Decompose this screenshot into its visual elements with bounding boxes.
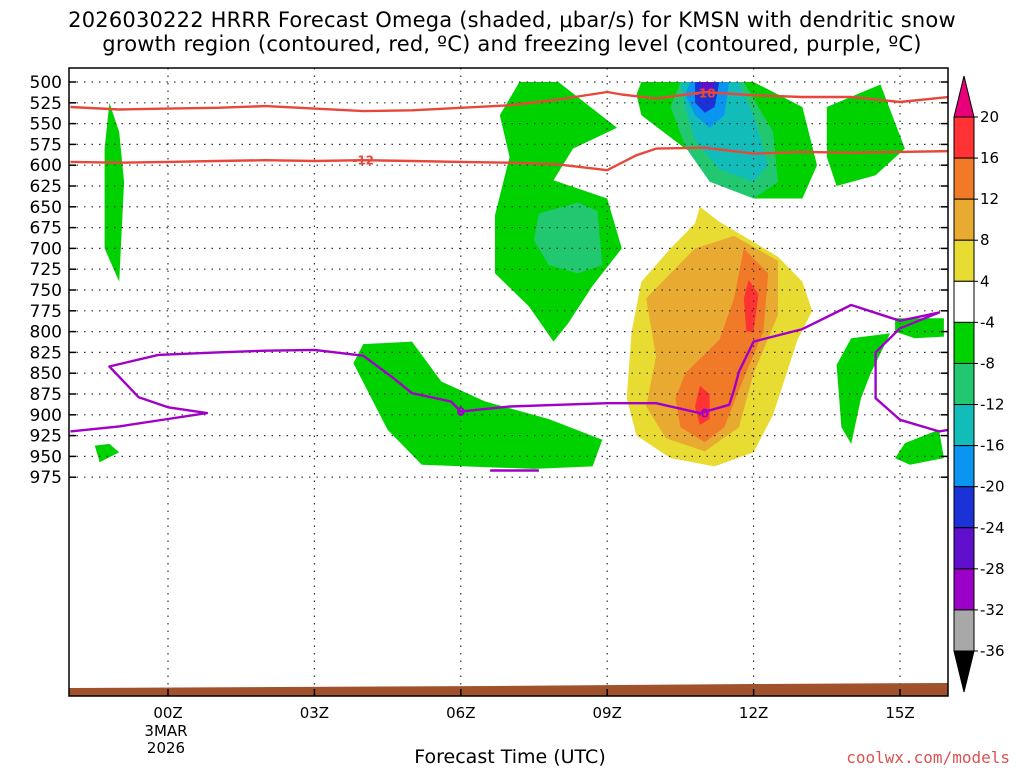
omega-green-6 xyxy=(826,84,905,186)
ytick-label-725: 725 xyxy=(30,260,62,280)
freezing-level-0-label-2: 0 xyxy=(701,407,709,421)
plot-frame xyxy=(68,67,949,697)
xtick-label-00Z: 00Z xyxy=(153,704,182,722)
xtick-sublabel-year: 2026 xyxy=(147,739,185,757)
omega-red-2 xyxy=(695,385,710,425)
colorbar-bin--36--32 xyxy=(953,609,975,652)
colorbar-bin--8--4 xyxy=(953,321,975,364)
colorbar: 20 16 12 8 4 -4 -8 -12 -16 -20 -24 -28 -32 -36 xyxy=(953,75,1005,693)
xtick-label-09Z: 09Z xyxy=(593,704,622,722)
colorbar-label--8: -8 xyxy=(980,354,995,372)
xtick-label-15Z: 15Z xyxy=(885,704,914,722)
freezing-level-0-label: 0 xyxy=(457,405,465,419)
plot-area: -12 -18 0 0 xyxy=(69,68,948,696)
colorbar-bin-12-16 xyxy=(953,157,975,200)
colorbar-bin-8-12 xyxy=(953,198,975,241)
colorbar-label--20: -20 xyxy=(980,478,1005,496)
omega-green-7 xyxy=(836,333,891,444)
omega-teal-1 xyxy=(534,202,603,274)
ytick-label-775: 775 xyxy=(30,302,62,322)
terrain-strip xyxy=(69,688,948,696)
ytick-label-625: 625 xyxy=(30,177,62,197)
ytick-label-800: 800 xyxy=(30,323,62,343)
ytick-label-550: 550 xyxy=(30,115,62,135)
colorbar-bin--20--16 xyxy=(953,445,975,488)
ytick-label-600: 600 xyxy=(30,156,62,176)
omega-red-1 xyxy=(743,280,759,332)
xtick-label-06Z: 06Z xyxy=(446,704,475,722)
colorbar-bin--12--8 xyxy=(953,362,975,406)
colorbar-label-12: 12 xyxy=(980,190,999,208)
ytick-label-875: 875 xyxy=(30,385,62,405)
ytick-label-525: 525 xyxy=(30,94,62,114)
colorbar-bin-4-8 xyxy=(953,239,975,282)
colorbar-label--4: -4 xyxy=(980,313,995,331)
dgz-minus-12-label: -12 xyxy=(352,154,374,168)
colorbar-label-16: 16 xyxy=(980,149,999,167)
xtick-sublabel-date: 3MAR xyxy=(144,722,187,740)
omega-green-2 xyxy=(94,443,120,463)
colorbar-label-8: 8 xyxy=(980,231,990,249)
colorbar-label--28: -28 xyxy=(980,560,1005,578)
credit-text: coolwx.com/models xyxy=(846,748,1010,767)
xtick-label-03Z: 03Z xyxy=(300,704,329,722)
omega-darkblue xyxy=(695,82,720,113)
x-axis-label: Forecast Time (UTC) xyxy=(414,746,606,768)
ytick-label-925: 925 xyxy=(30,427,62,447)
colorbar-label-4: 4 xyxy=(980,272,990,290)
ytick-label-650: 650 xyxy=(30,198,62,218)
dgz-minus-12-line xyxy=(70,146,948,172)
colorbar-label--32: -32 xyxy=(980,601,1005,619)
omega-green-8 xyxy=(895,318,944,339)
ytick-label-850: 850 xyxy=(30,364,62,384)
ytick-label-750: 750 xyxy=(30,281,62,301)
colorbar-bin--28--24 xyxy=(953,527,975,570)
omega-green-4 xyxy=(353,341,603,469)
colorbar-label--12: -12 xyxy=(980,396,1005,414)
colorbar-bottom-arrow xyxy=(953,650,975,693)
ytick-label-675: 675 xyxy=(30,219,62,239)
freezing-level-0-line xyxy=(70,303,948,433)
xtick-label-12Z: 12Z xyxy=(739,704,768,722)
ytick-label-975: 975 xyxy=(30,468,62,488)
colorbar-bin--16--12 xyxy=(953,404,975,447)
colorbar-bin-16-20 xyxy=(953,116,975,159)
ytick-label-575: 575 xyxy=(30,135,62,155)
colorbar-label--24: -24 xyxy=(980,519,1005,537)
colorbar-bin--4-4 xyxy=(953,280,975,323)
ytick-label-900: 900 xyxy=(30,406,62,426)
colorbar-label--36: -36 xyxy=(980,642,1005,660)
colorbar-bin--32--28 xyxy=(953,568,975,611)
ytick-label-825: 825 xyxy=(30,343,62,363)
omega-green-1 xyxy=(104,102,125,282)
omega-purple xyxy=(699,82,715,92)
ytick-label-950: 950 xyxy=(30,447,62,467)
colorbar-bin--24--20 xyxy=(953,486,975,529)
colorbar-top-arrow xyxy=(953,75,975,118)
colorbar-label--16: -16 xyxy=(980,437,1005,455)
ytick-label-500: 500 xyxy=(30,73,62,93)
colorbar-label-20: 20 xyxy=(980,108,999,126)
chart-title-line2: growth region (contoured, red, ºC) and f… xyxy=(102,32,922,56)
dgz-minus-18-line xyxy=(70,90,948,113)
dgz-minus-18-label: -18 xyxy=(694,86,716,100)
ytick-label-700: 700 xyxy=(30,239,62,259)
chart-title-line1: 2026030222 HRRR Forecast Omega (shaded, … xyxy=(68,8,956,32)
terrain-rise xyxy=(69,683,948,688)
